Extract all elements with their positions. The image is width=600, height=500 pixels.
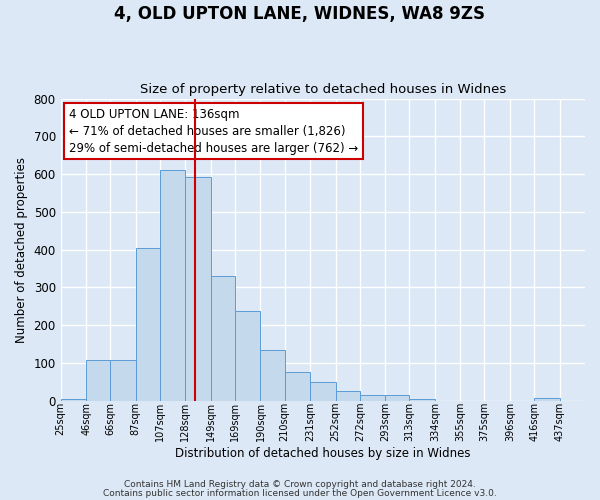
Y-axis label: Number of detached properties: Number of detached properties (15, 156, 28, 342)
Bar (310, 382, 335, 400)
Bar (185, 177, 211, 400)
Bar (409, 398, 435, 400)
Text: Contains HM Land Registry data © Crown copyright and database right 2024.: Contains HM Land Registry data © Crown c… (124, 480, 476, 489)
Title: Size of property relative to detached houses in Widnes: Size of property relative to detached ho… (140, 83, 506, 96)
Bar (86, 360, 110, 401)
Bar (136, 248, 160, 400)
Bar (235, 312, 260, 400)
Text: 4 OLD UPTON LANE: 136sqm
← 71% of detached houses are smaller (1,826)
29% of sem: 4 OLD UPTON LANE: 136sqm ← 71% of detach… (68, 108, 358, 154)
Bar (360, 395, 385, 400)
Bar (260, 350, 284, 401)
Bar (110, 360, 136, 401)
Text: Contains public sector information licensed under the Open Government Licence v3: Contains public sector information licen… (103, 490, 497, 498)
Bar (335, 391, 360, 400)
Bar (211, 276, 235, 400)
Bar (534, 398, 560, 400)
Bar (284, 372, 310, 400)
Text: 4, OLD UPTON LANE, WIDNES, WA8 9ZS: 4, OLD UPTON LANE, WIDNES, WA8 9ZS (115, 5, 485, 23)
Bar (160, 170, 185, 400)
Bar (385, 395, 409, 400)
X-axis label: Distribution of detached houses by size in Widnes: Distribution of detached houses by size … (175, 447, 470, 460)
